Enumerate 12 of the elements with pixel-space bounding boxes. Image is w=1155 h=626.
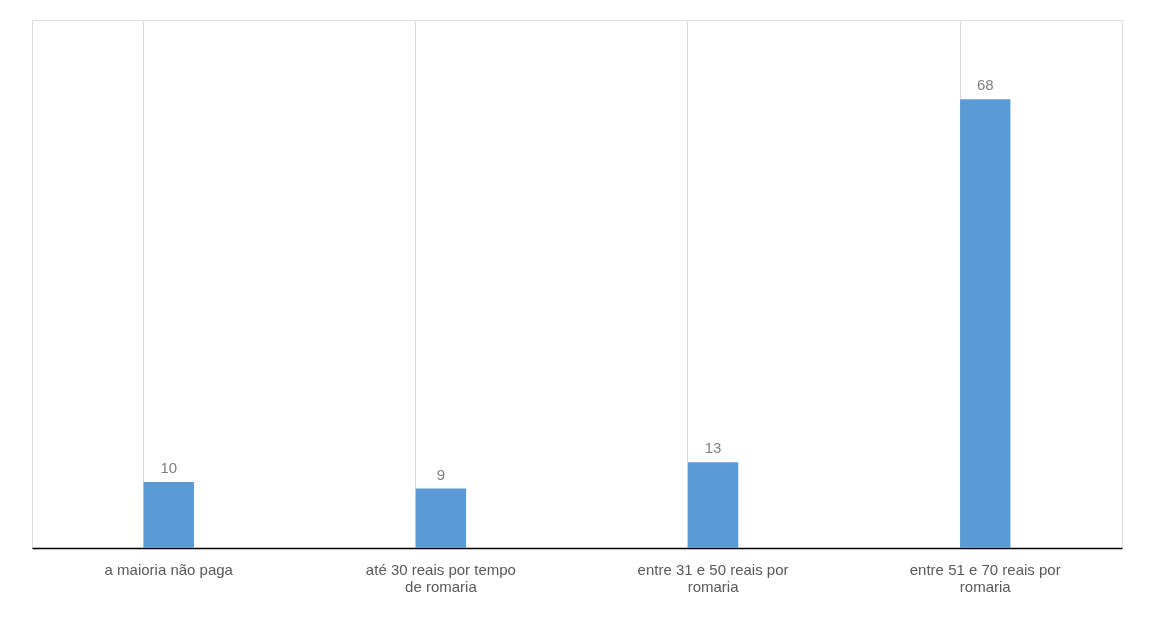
bar [960,99,1011,548]
x-tick-label: entre 51 e 70 reais por romaria [909,560,1061,595]
x-tick-label: entre 31 e 50 reais por romaria [637,560,789,595]
bar [687,462,739,548]
data-label: 10 [160,459,178,476]
x-tick-label: a maioria não paga [104,560,234,578]
data-label: 9 [436,465,446,483]
bar [415,488,467,548]
x-tick-label: até 30 reais por tempo de romaria [365,560,516,595]
bar [143,482,194,548]
data-label: 13 [704,439,722,457]
data-label: 68 [976,76,994,94]
